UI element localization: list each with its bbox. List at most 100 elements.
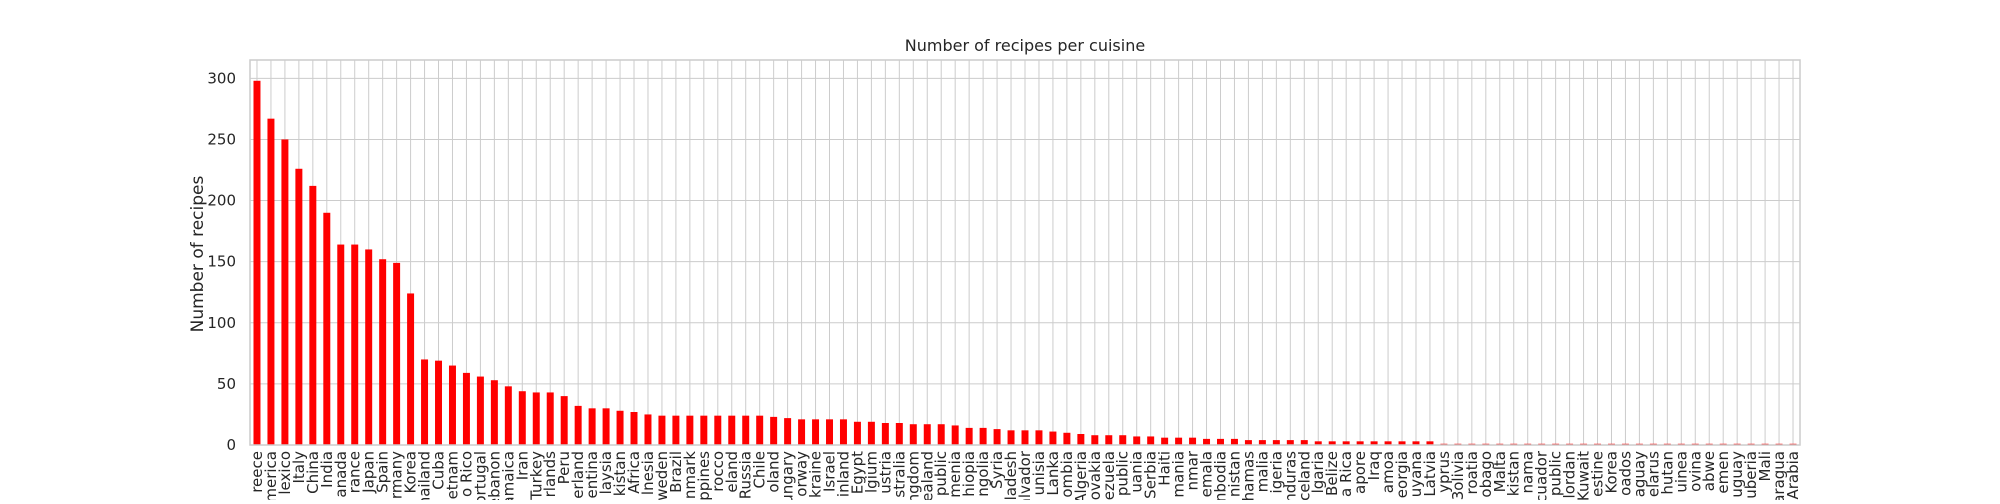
x-tick-label: Kuwait — [1575, 451, 1593, 500]
x-tick-label: rocco — [709, 451, 727, 492]
bar — [1035, 430, 1043, 445]
x-tick-label: abwe — [1700, 451, 1718, 491]
bar — [1342, 441, 1350, 445]
x-tick-label: orway — [793, 451, 811, 497]
bar — [574, 405, 582, 445]
x-tick-label: aragua — [1770, 451, 1788, 500]
bar — [1286, 440, 1294, 445]
x-tick-label: Turkey — [527, 451, 545, 500]
x-tick-label: ungary — [779, 451, 797, 500]
bar — [1077, 434, 1085, 445]
bar — [365, 249, 373, 445]
x-tick-label: yprus — [1435, 451, 1453, 493]
bar — [1119, 435, 1127, 445]
x-tick-label: Algeria — [1072, 451, 1090, 500]
x-tick-label: roatia — [1463, 451, 1481, 494]
x-tick-label: 3olivia — [1449, 451, 1467, 500]
x-tick-label: Chile — [751, 451, 769, 489]
x-tick-label: celand — [1295, 451, 1313, 500]
x-tick-label: uyana — [1407, 451, 1425, 497]
bar — [476, 376, 484, 445]
bar — [1244, 440, 1252, 445]
bar — [951, 425, 959, 445]
bar — [1021, 430, 1029, 445]
x-tick-label: hiopia — [960, 451, 978, 497]
bar — [1412, 441, 1420, 445]
x-tick-label: rance — [346, 451, 364, 493]
x-tick-label: lordan — [1561, 451, 1579, 498]
bar — [435, 360, 443, 445]
x-tick-label: nmark — [681, 451, 699, 499]
bar — [728, 415, 736, 445]
x-tick-label: obago — [1477, 451, 1495, 498]
bar — [1314, 441, 1322, 445]
bar — [839, 419, 847, 445]
bar — [1217, 438, 1224, 445]
x-tick-label: uania — [1128, 451, 1146, 493]
bar — [1007, 430, 1015, 445]
bar — [770, 416, 778, 445]
bar — [448, 365, 456, 445]
x-tick-label: merica — [262, 451, 280, 500]
x-tick-label: Spain — [374, 451, 392, 493]
x-axis-ticks: reecemericalexicoItalyChinaIndiaanadaran… — [248, 450, 1802, 504]
plot-border — [249, 59, 1801, 446]
x-tick-label: Malta — [1491, 451, 1509, 492]
bar — [867, 421, 875, 445]
x-tick-label: rmany — [388, 451, 406, 499]
x-tick-label: amaica — [499, 451, 517, 500]
bar — [700, 415, 708, 445]
x-tick-label: emen — [1714, 451, 1732, 494]
x-tick-label: China — [304, 451, 322, 494]
x-tick-label: igeria — [1267, 451, 1285, 493]
bar — [644, 414, 652, 445]
bar — [1189, 437, 1197, 445]
bar — [504, 386, 512, 445]
x-tick-label: malia — [1253, 451, 1271, 492]
bar — [407, 293, 415, 445]
x-tick-label: ealand — [918, 451, 936, 500]
x-tick-label: Belize — [1323, 451, 1341, 496]
x-tick-label: o Rico — [457, 451, 475, 497]
bar — [1133, 436, 1141, 445]
bars-layer — [253, 80, 1797, 446]
x-tick-label: public — [1547, 451, 1565, 496]
x-tick-label: uinea — [1672, 451, 1690, 493]
x-tick-label: Israel — [821, 451, 839, 492]
bar — [560, 396, 568, 445]
x-tick-label: nmar — [1184, 450, 1202, 490]
bar — [281, 139, 289, 445]
x-tick-label: erland — [569, 451, 587, 499]
y-tick-label: 0 — [226, 436, 236, 454]
bar — [1230, 438, 1238, 445]
bar — [1272, 440, 1280, 445]
bar — [1161, 437, 1169, 445]
x-tick-label: ebanon — [485, 451, 503, 500]
bar — [895, 423, 903, 445]
bar — [351, 244, 359, 445]
x-tick-label: Korea — [402, 451, 420, 494]
bar — [784, 418, 792, 445]
bar — [1049, 431, 1057, 445]
x-tick-label: lnesia — [639, 451, 657, 495]
y-tick-label: 100 — [207, 314, 236, 332]
x-tick-label: eorgia — [1393, 451, 1411, 498]
x-tick-label: Egypt — [848, 451, 866, 494]
y-tick-label: 50 — [217, 375, 236, 393]
x-tick-label: ustria — [876, 451, 894, 494]
bar — [742, 415, 750, 445]
x-tick-label: etnam — [443, 451, 461, 499]
x-tick-label: lgaria — [1309, 451, 1327, 493]
x-tick-label: amoa — [1379, 451, 1397, 493]
x-tick-label: Italy — [290, 451, 308, 484]
bar — [490, 380, 498, 445]
bar — [616, 410, 624, 445]
y-tick-label: 250 — [207, 130, 236, 148]
x-tick-label: Arabia — [1784, 451, 1802, 500]
bar — [1398, 441, 1406, 445]
bar — [630, 412, 638, 445]
bar — [532, 392, 540, 445]
x-tick-label: eland — [723, 451, 741, 493]
x-tick-label: nistan — [1225, 451, 1243, 497]
